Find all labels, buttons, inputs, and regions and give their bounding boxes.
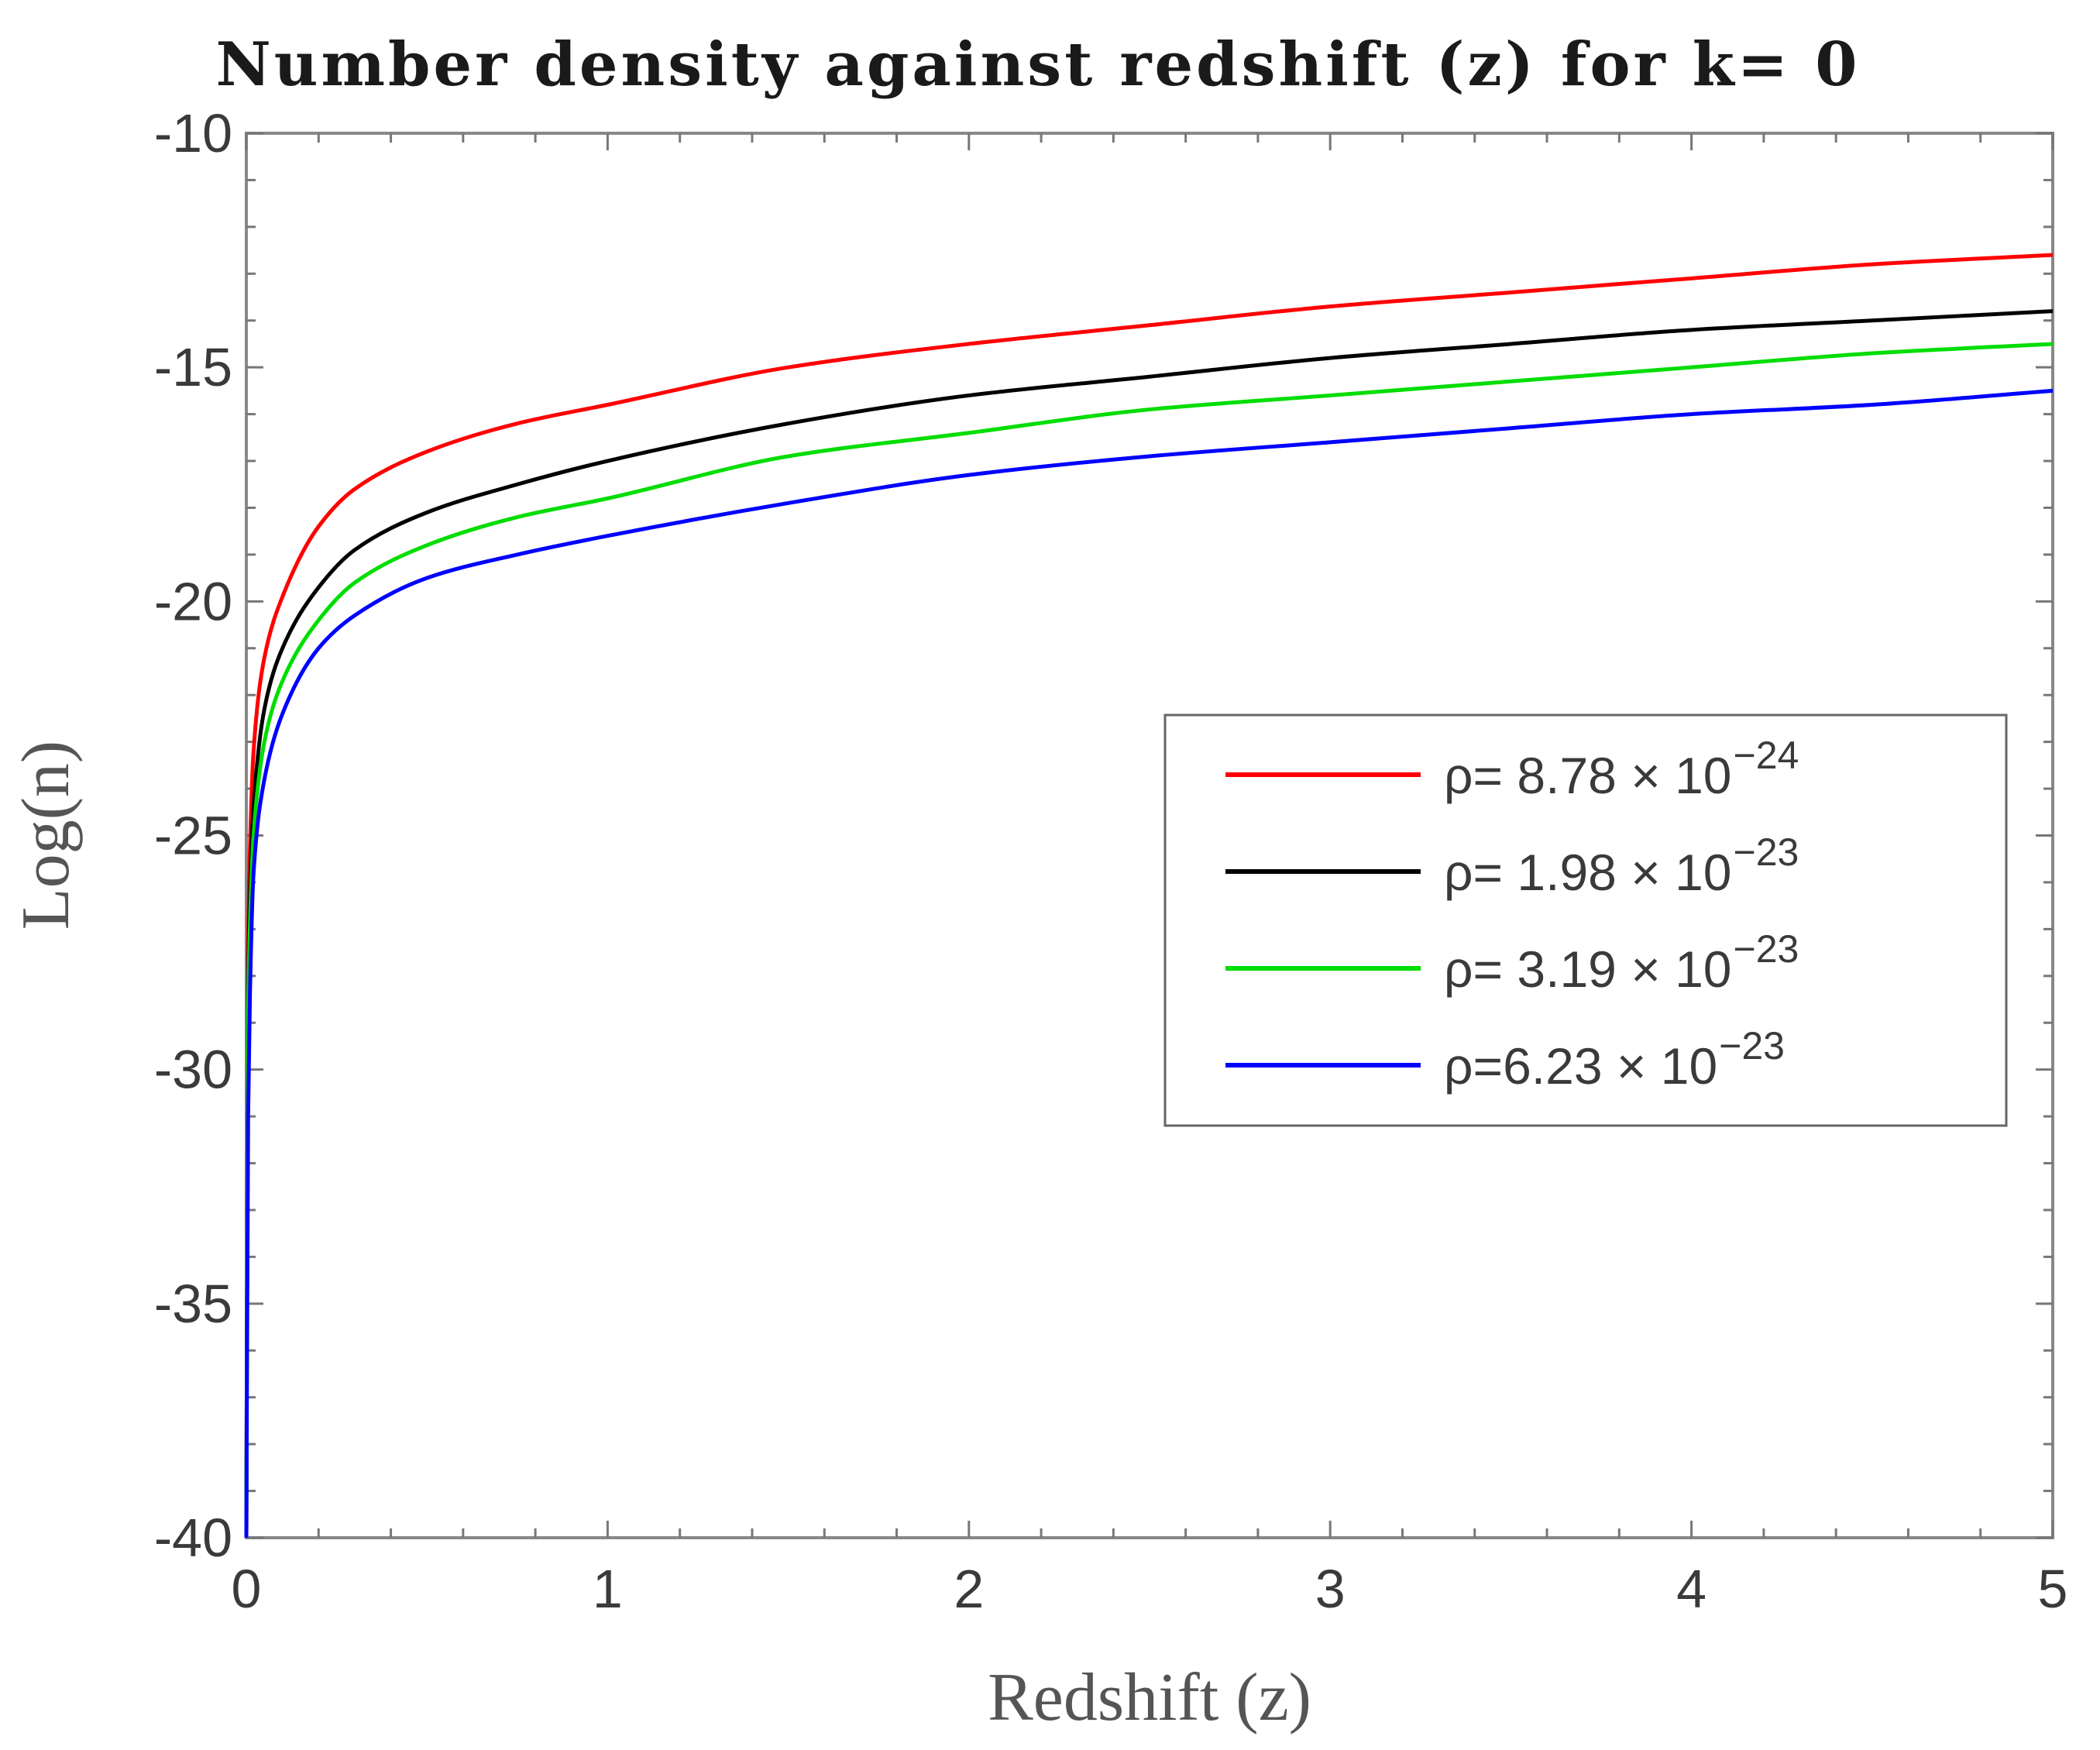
x-tick-label: 4 <box>1676 1559 1706 1619</box>
y-tick-labels: -40 -35 -30 -25 -20 -15 -10 <box>154 103 232 1568</box>
legend-exponent: −23 <box>1734 830 1799 874</box>
legend: ρ= 8.78 × 10 −24ρ= 1.98 × 10 −23ρ= 3.19 × … <box>1163 713 2008 1127</box>
series-line-4 <box>244 388 2054 1539</box>
y-tick-label: -15 <box>154 337 232 397</box>
x-tick-label: 3 <box>1315 1559 1346 1619</box>
legend-label: ρ=6.23 × 10 <box>1444 1037 1717 1095</box>
y-tick-label: -30 <box>154 1040 232 1100</box>
legend-box <box>1163 713 2008 1127</box>
y-tick-label: -10 <box>154 103 232 163</box>
x-tick-label: 0 <box>232 1559 262 1619</box>
x-tick-label: 1 <box>593 1559 623 1619</box>
chart-title: Number density against redshift (z) for … <box>215 29 1860 100</box>
legend-label: ρ= 8.78 × 10 <box>1444 747 1732 804</box>
legend-label: ρ= 1.98 × 10 <box>1444 844 1732 901</box>
series-lines <box>244 253 2054 1539</box>
y-tick-label: -20 <box>154 571 232 631</box>
legend-label: ρ= 3.19 × 10 <box>1444 940 1732 998</box>
legend-items: ρ= 8.78 × 10 −24ρ= 1.98 × 10 −23ρ= 3.19 × … <box>1225 734 1799 1095</box>
y-axis-label: Log(n) <box>9 741 84 930</box>
x-tick-labels: 0 1 2 3 4 5 <box>232 1559 2068 1619</box>
legend-exponent: −24 <box>1734 734 1799 777</box>
series-line-1 <box>244 253 2054 1539</box>
x-tick-label: 5 <box>2038 1559 2068 1619</box>
y-tick-label: -40 <box>154 1508 232 1568</box>
legend-exponent: −23 <box>1734 927 1799 971</box>
legend-exponent: −23 <box>1719 1024 1785 1068</box>
x-axis-label: Redshift (z) <box>988 1660 1311 1735</box>
x-tick-label: 2 <box>954 1559 984 1619</box>
y-tick-label: -25 <box>154 806 232 866</box>
y-tick-label: -35 <box>154 1274 232 1334</box>
